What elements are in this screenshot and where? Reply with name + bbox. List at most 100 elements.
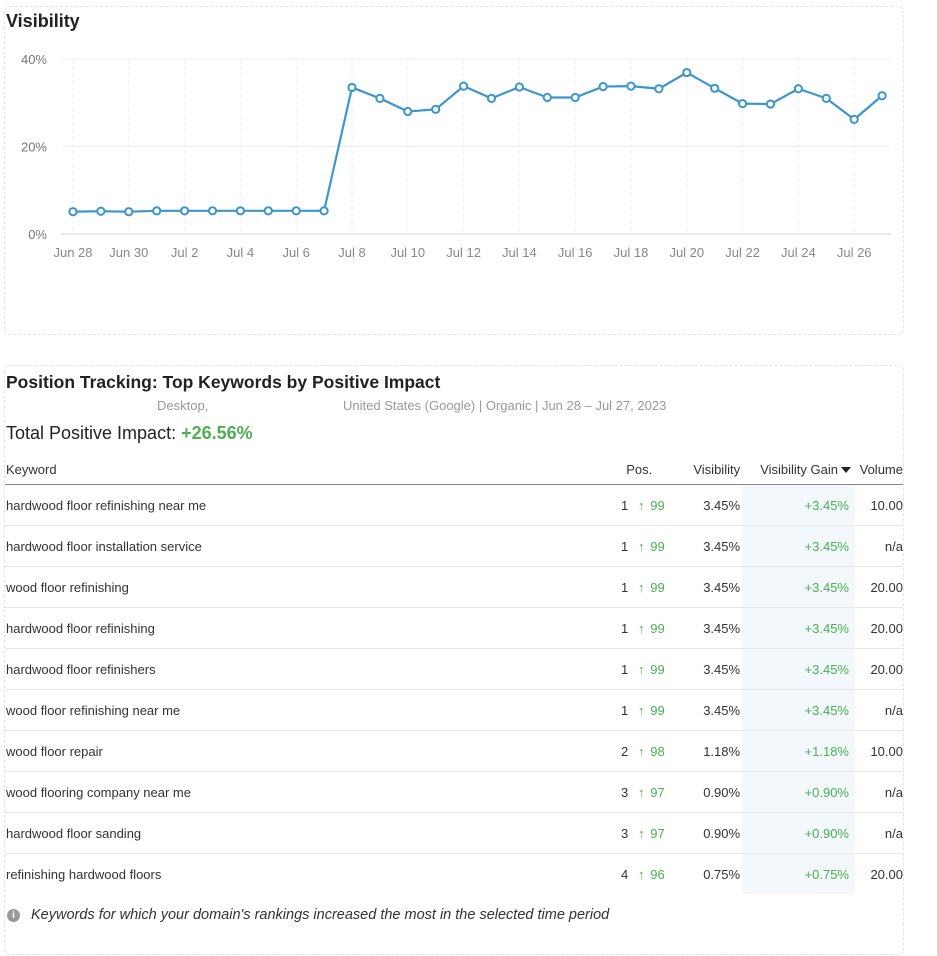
x-tick-label: Jul 22 xyxy=(725,245,760,260)
visibility-gain-cell: +0.90% xyxy=(742,771,855,813)
sort-desc-icon xyxy=(840,467,851,474)
keyword-cell[interactable]: hardwood floor refinishing xyxy=(5,607,605,649)
keyword-cell[interactable]: hardwood floor installation service xyxy=(5,525,605,567)
table-row[interactable]: wood flooring company near me 3 ↑ 97 0.90% +0… xyxy=(5,771,903,813)
keyword-cell[interactable]: wood floor refinishing xyxy=(5,566,605,608)
table-row[interactable]: hardwood floor refinishers 1 ↑ 99 3.45% +3.45… xyxy=(5,648,903,690)
position-cell: 1 ↑ 99 xyxy=(604,648,675,690)
volume-cell: 20.00 xyxy=(854,607,903,649)
position-change: 99 xyxy=(650,702,665,718)
volume-cell: 20.00 xyxy=(870,866,903,882)
visibility-cell: 3.45% xyxy=(674,525,743,567)
device-label: Desktop, xyxy=(157,398,209,413)
arrow-up-icon: ↑ xyxy=(637,825,645,841)
visibility-gain-cell: +3.45% xyxy=(742,648,855,690)
position-value: 1 xyxy=(620,579,629,595)
col-keyword[interactable]: Keyword xyxy=(5,454,605,485)
col-position[interactable]: Pos. xyxy=(604,454,675,485)
x-tick-label: Jul 14 xyxy=(502,245,537,260)
data-point xyxy=(486,93,497,103)
data-point xyxy=(431,104,441,114)
arrow-up-icon: ↑ xyxy=(637,784,645,800)
keyword-cell[interactable]: wood floor refinishing near me xyxy=(5,689,605,731)
visibility-card: Visibility 0% 20% 40% Jun 28 Jun 30 Jul 2 Jul … xyxy=(4,6,904,335)
table-row[interactable]: hardwood floor refinishing 1 ↑ 99 3.45% +3.45… xyxy=(5,607,903,649)
data-point xyxy=(542,92,552,103)
position-change: 99 xyxy=(650,620,665,636)
table-row[interactable]: refinishing hardwood floors 4 ↑ 96 0.75% +0.7… xyxy=(5,853,903,895)
data-point xyxy=(96,206,106,216)
visibility-title: Visibility xyxy=(6,11,80,31)
position-cell: 3 ↑ 97 xyxy=(604,771,675,813)
col-volume[interactable]: Volume xyxy=(854,454,903,485)
data-point xyxy=(598,81,608,92)
position-change: 99 xyxy=(650,538,665,554)
table-header-row: Keyword Pos. Visibility Visibility Gain … xyxy=(5,454,903,485)
total-impact-value: +26.56% xyxy=(181,423,253,443)
x-tick-label: Jul 10 xyxy=(390,245,425,260)
volume-cell: 20.00 xyxy=(854,566,903,608)
table-row[interactable]: hardwood floor installation service 1 ↑ 99 3… xyxy=(5,525,903,567)
position-change: 99 xyxy=(650,579,665,595)
keyword-cell[interactable]: refinishing hardwood floors xyxy=(6,866,162,882)
position-cell: 4 ↑ 96 xyxy=(604,854,674,895)
x-tick-label: Jul 2 xyxy=(171,245,198,260)
position-cell: 1 ↑ 99 xyxy=(604,525,675,567)
position-change: 98 xyxy=(650,743,665,759)
visibility-cell: 3.45% xyxy=(674,689,743,731)
position-change: 97 xyxy=(650,825,665,841)
data-point xyxy=(235,206,245,216)
visibility-gain-cell: +3.45% xyxy=(742,525,855,567)
data-point xyxy=(682,67,692,78)
info-icon: i xyxy=(7,908,20,922)
keyword-cell[interactable]: wood floor repair xyxy=(5,730,605,772)
volume-cell: 10.00 xyxy=(854,484,903,526)
volume-cell: 20.00 xyxy=(854,648,903,690)
visibility-cell: 3.45% xyxy=(674,648,743,690)
x-tick-label: Jun 28 xyxy=(53,245,92,260)
position-cell: 2 ↑ 98 xyxy=(604,730,675,772)
data-point xyxy=(347,82,357,93)
visibility-series-line xyxy=(72,71,883,213)
col-visibility-gain-label: Visibility Gain xyxy=(760,461,838,477)
keyword-cell[interactable]: hardwood floor refinishing near me xyxy=(5,484,605,526)
keyword-cell[interactable]: hardwood floor sanding xyxy=(5,812,605,854)
visibility-gain-cell: +0.75% xyxy=(742,853,855,894)
table-row[interactable]: hardwood floor refinishing near me 1 ↑ 99 3.… xyxy=(5,484,903,526)
table-row[interactable]: wood floor refinishing near me 1 ↑ 99 3.45% +… xyxy=(5,689,903,731)
col-visibility-gain[interactable]: Visibility Gain xyxy=(742,454,855,485)
keyword-cell[interactable]: wood flooring company near me xyxy=(5,771,605,813)
data-point xyxy=(180,206,190,216)
visibility-gain-cell: +1.18% xyxy=(742,730,855,772)
table-row[interactable]: wood floor refinishing 1 ↑ 99 3.45% +3.45% 20.… xyxy=(5,566,903,608)
keywords-title: Position Tracking: Top Keywords by Posit… xyxy=(6,372,441,392)
data-point xyxy=(375,93,385,103)
position-cell: 3 ↑ 97 xyxy=(604,812,675,854)
table-row[interactable]: hardwood floor sanding 3 ↑ 97 0.90% +0.90% n/a xyxy=(5,812,903,854)
visibility-cell: 0.90% xyxy=(674,771,743,813)
arrow-up-icon: ↑ xyxy=(637,497,645,513)
y-tick-label: 0% xyxy=(28,227,47,242)
keyword-cell[interactable]: hardwood floor refinishers xyxy=(5,648,605,690)
visibility-gain-cell: +3.45% xyxy=(742,484,855,526)
x-tick-label: Jul 26 xyxy=(837,245,872,260)
visibility-cell: 1.18% xyxy=(674,730,743,772)
visibility-cell: 3.45% xyxy=(674,484,743,526)
x-tick-label: Jul 8 xyxy=(338,245,365,260)
total-impact-label: Total Positive Impact: xyxy=(6,423,177,443)
footnote: i Keywords for which your domain's rankin… xyxy=(7,907,609,923)
x-tick-label: Jul 12 xyxy=(446,245,481,260)
data-point xyxy=(821,93,831,103)
keywords-card: Position Tracking: Top Keywords by Posit… xyxy=(4,365,904,955)
data-point xyxy=(570,92,580,103)
position-change: 99 xyxy=(650,497,665,513)
position-cell: 1 ↑ 99 xyxy=(604,689,675,731)
position-value: 2 xyxy=(620,743,629,759)
volume-cell: n/a xyxy=(854,771,903,813)
arrow-up-icon: ↑ xyxy=(637,661,645,677)
table-row[interactable]: wood floor repair 2 ↑ 98 1.18% +1.18% 10.00 xyxy=(5,730,903,772)
database-label: United States (Google) | Organic | Jun 2… xyxy=(343,398,667,413)
col-visibility[interactable]: Visibility xyxy=(674,454,743,485)
volume-cell: n/a xyxy=(854,525,903,567)
position-value: 1 xyxy=(620,620,629,636)
